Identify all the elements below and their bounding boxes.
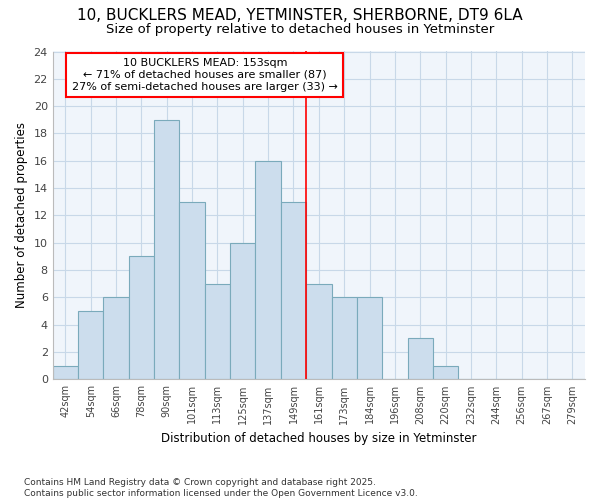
- Bar: [357, 298, 382, 380]
- Text: Contains HM Land Registry data © Crown copyright and database right 2025.
Contai: Contains HM Land Registry data © Crown c…: [24, 478, 418, 498]
- Bar: [433, 366, 458, 380]
- Bar: [281, 202, 306, 380]
- Bar: [230, 243, 256, 380]
- Bar: [78, 311, 103, 380]
- Bar: [129, 256, 154, 380]
- Bar: [256, 161, 281, 380]
- Bar: [332, 298, 357, 380]
- Text: 10 BUCKLERS MEAD: 153sqm
← 71% of detached houses are smaller (87)
27% of semi-d: 10 BUCKLERS MEAD: 153sqm ← 71% of detach…: [72, 58, 338, 92]
- Bar: [306, 284, 332, 380]
- X-axis label: Distribution of detached houses by size in Yetminster: Distribution of detached houses by size …: [161, 432, 476, 445]
- Y-axis label: Number of detached properties: Number of detached properties: [15, 122, 28, 308]
- Bar: [205, 284, 230, 380]
- Bar: [53, 366, 78, 380]
- Text: Size of property relative to detached houses in Yetminster: Size of property relative to detached ho…: [106, 22, 494, 36]
- Text: 10, BUCKLERS MEAD, YETMINSTER, SHERBORNE, DT9 6LA: 10, BUCKLERS MEAD, YETMINSTER, SHERBORNE…: [77, 8, 523, 22]
- Bar: [154, 120, 179, 380]
- Bar: [407, 338, 433, 380]
- Bar: [179, 202, 205, 380]
- Bar: [103, 298, 129, 380]
